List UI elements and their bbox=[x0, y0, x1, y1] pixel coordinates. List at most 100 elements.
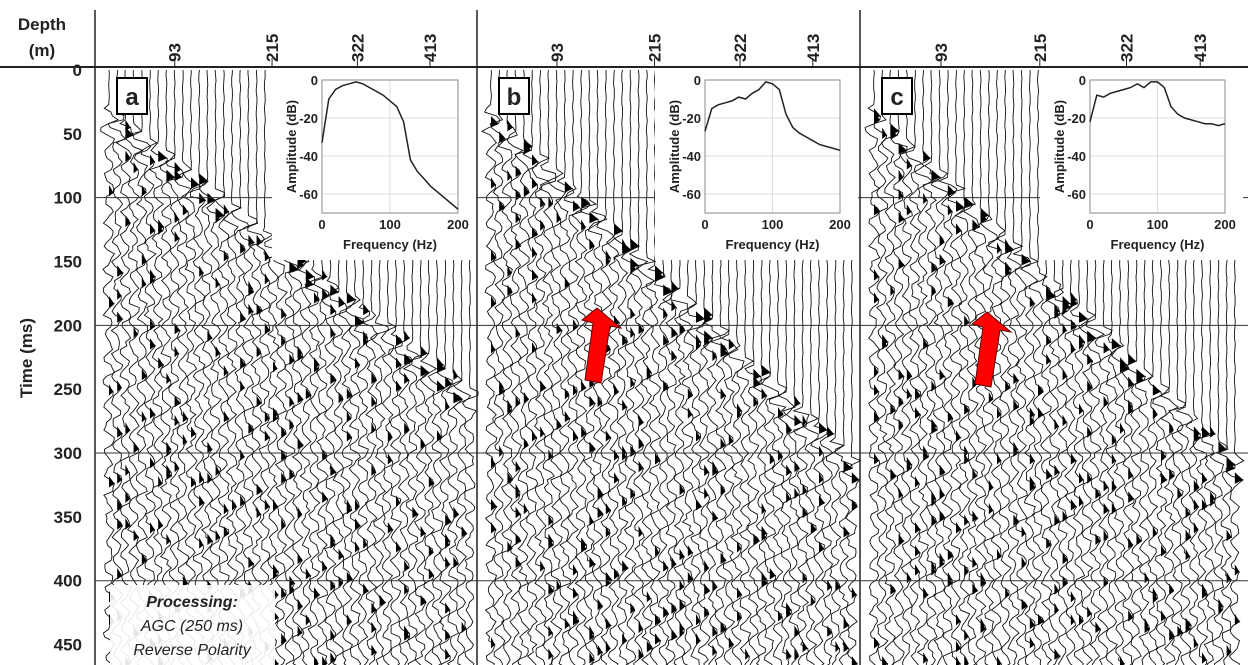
trace-lobe bbox=[638, 437, 644, 450]
trace-lobe bbox=[330, 629, 336, 641]
trace-lobe bbox=[663, 560, 669, 572]
trace-lobe bbox=[1226, 644, 1231, 657]
trace-lobe bbox=[704, 487, 709, 500]
trace-lobe bbox=[256, 506, 261, 519]
x-tick-label: 200 bbox=[1214, 217, 1236, 232]
x-tick-label: 215 bbox=[263, 34, 282, 62]
trace-lobe bbox=[923, 652, 928, 664]
trace-lobe bbox=[939, 556, 944, 568]
trace-lobe bbox=[166, 372, 171, 385]
trace-lobe bbox=[371, 372, 377, 385]
trace-lobe bbox=[412, 506, 419, 519]
trace-lobe bbox=[671, 629, 678, 641]
trace-lobe bbox=[371, 395, 377, 408]
arrow bbox=[580, 307, 623, 384]
x-axis-title: Frequency (Hz) bbox=[726, 237, 820, 252]
y-tick-label: -60 bbox=[682, 187, 701, 202]
trace-lobe bbox=[515, 556, 522, 568]
trace-lobe bbox=[589, 441, 596, 454]
trace-lobe bbox=[240, 357, 246, 369]
trace-lobe bbox=[1070, 499, 1077, 511]
y-tick-label: 0 bbox=[311, 73, 318, 88]
trace-lobe bbox=[346, 387, 352, 400]
trace-lobe bbox=[988, 502, 994, 515]
x-tick-label: 0 bbox=[1086, 217, 1093, 232]
trace-lobe bbox=[125, 215, 131, 228]
trace-lobe bbox=[445, 602, 450, 614]
trace-lobe bbox=[1046, 468, 1052, 480]
trace-lobe bbox=[499, 384, 505, 396]
trace-lobe bbox=[997, 242, 1002, 254]
trace-lobe bbox=[322, 269, 327, 281]
trace-lobe bbox=[322, 491, 328, 503]
trace-lobe bbox=[906, 368, 912, 381]
trace-lobe bbox=[589, 238, 595, 251]
trace-lobe bbox=[964, 403, 970, 415]
trace-lobe bbox=[461, 525, 467, 538]
trace-lobe bbox=[191, 426, 197, 438]
trace-lobe bbox=[1087, 426, 1092, 438]
trace-lobe bbox=[1013, 399, 1019, 411]
trace-lobe bbox=[720, 387, 726, 400]
trace-lobe bbox=[573, 587, 579, 599]
trace-lobe bbox=[704, 606, 709, 618]
trace-lobe bbox=[874, 112, 880, 124]
trace-lobe bbox=[281, 307, 287, 319]
trace-lobe bbox=[314, 587, 320, 599]
trace-lobe bbox=[174, 395, 181, 408]
x-tick-label: 322 bbox=[731, 34, 750, 62]
trace-lobe bbox=[207, 192, 216, 205]
trace-lobe bbox=[964, 656, 969, 665]
trace-lobe bbox=[646, 640, 653, 653]
trace-lobe bbox=[207, 472, 212, 484]
trace-lobe bbox=[819, 495, 825, 507]
trace-lobe bbox=[786, 491, 791, 503]
trace-lobe bbox=[491, 295, 496, 308]
trace-lobe bbox=[564, 387, 570, 400]
trace-lobe bbox=[712, 579, 718, 591]
trace-lobe bbox=[882, 338, 888, 350]
trace-lobe bbox=[1161, 449, 1166, 461]
trace-lobe bbox=[835, 640, 840, 653]
trace-lobe bbox=[923, 150, 931, 162]
trace-lobe bbox=[158, 357, 164, 369]
inset-frame bbox=[321, 79, 459, 214]
trace bbox=[239, 70, 258, 665]
trace bbox=[606, 69, 624, 665]
trace-lobe bbox=[728, 636, 734, 649]
trace bbox=[214, 69, 230, 665]
trace-lobe bbox=[1103, 575, 1108, 588]
trace-lobe bbox=[581, 426, 587, 438]
trace bbox=[514, 69, 533, 665]
y-tick-label: 50 bbox=[63, 125, 82, 144]
trace-lobe bbox=[166, 445, 171, 457]
trace-lobe bbox=[158, 518, 163, 530]
trace-lobe bbox=[322, 449, 328, 461]
trace-lobe bbox=[273, 361, 278, 373]
trace-lobe bbox=[491, 177, 496, 189]
trace-lobe bbox=[281, 426, 287, 438]
trace-lobe bbox=[786, 422, 792, 434]
trace-lobe bbox=[125, 464, 130, 477]
trace-lobe bbox=[445, 537, 450, 549]
trace-lobe bbox=[240, 380, 245, 392]
trace-lobe bbox=[687, 387, 693, 400]
trace-lobe bbox=[573, 430, 578, 442]
trace-lobe bbox=[761, 387, 767, 400]
trace-lobe bbox=[297, 598, 303, 611]
trace-lobe bbox=[655, 453, 661, 465]
trace-lobe bbox=[182, 410, 188, 423]
trace-lobe bbox=[696, 499, 702, 511]
trace-lobe bbox=[1185, 506, 1190, 519]
trace-lobe bbox=[305, 276, 314, 289]
trace-lobe bbox=[1161, 472, 1167, 484]
trace-lobe bbox=[133, 441, 139, 454]
trace-lobe bbox=[523, 184, 530, 197]
x-tick-label: 413 bbox=[421, 34, 440, 62]
trace bbox=[125, 70, 144, 665]
trace-lobe bbox=[939, 487, 945, 500]
trace bbox=[198, 69, 217, 665]
trace-lobe bbox=[794, 414, 802, 427]
trace-lobe bbox=[622, 242, 631, 254]
trace-lobe bbox=[769, 567, 776, 580]
